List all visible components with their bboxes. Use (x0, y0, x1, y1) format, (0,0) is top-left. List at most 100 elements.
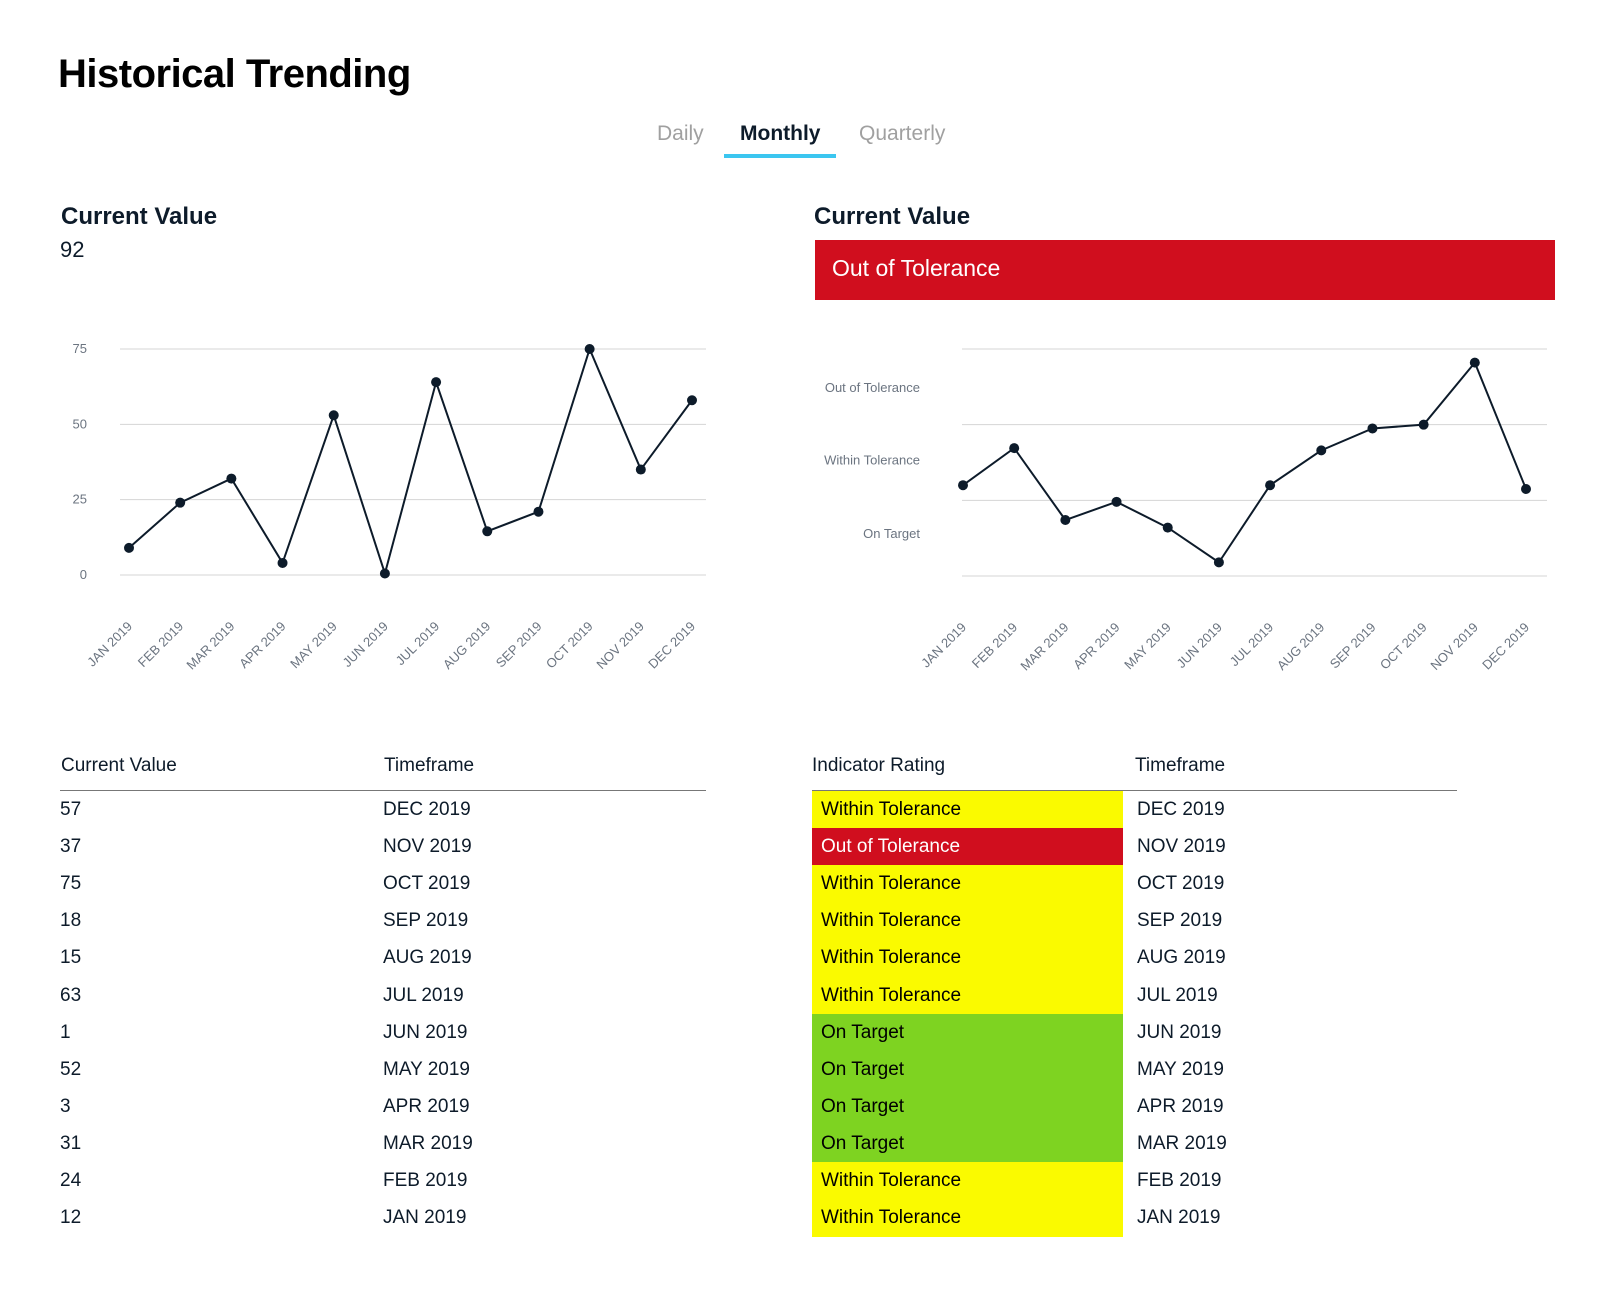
left-row-value: 1 (60, 1021, 71, 1043)
right-row-timeframe: JUL 2019 (1137, 984, 1218, 1006)
left-row-timeframe: JUN 2019 (383, 1021, 468, 1043)
y-tick-label: 50 (73, 416, 87, 431)
series-line (128, 346, 693, 578)
data-point (1418, 419, 1429, 430)
left-row-value: 18 (60, 910, 82, 932)
left-table-header-value: Current Value (61, 755, 177, 776)
right-table-header-timeframe: Timeframe (1135, 755, 1226, 776)
status-banner: Out of Tolerance (815, 240, 1555, 300)
rating-badge: Within Tolerance (812, 865, 1123, 904)
rating-badge: Within Tolerance (812, 976, 1123, 1015)
left-row-timeframe: APR 2019 (383, 1095, 470, 1117)
left-row-value: 52 (60, 1058, 82, 1080)
x-tick-label: FEB 2019 (969, 620, 1020, 671)
data-point (124, 542, 134, 553)
x-tick-label: JAN 2019 (918, 620, 969, 671)
right-row-timeframe: SEP 2019 (1137, 910, 1223, 932)
left-row-value: 3 (60, 1095, 71, 1117)
x-tick-label: MAR 2019 (183, 619, 237, 673)
right-row-timeframe: MAR 2019 (1137, 1132, 1227, 1154)
data-point (226, 473, 237, 484)
right-row-timeframe: FEB 2019 (1137, 1170, 1222, 1191)
left-row-timeframe: JAN 2019 (383, 1207, 467, 1229)
x-tick-label: SEP 2019 (493, 619, 545, 671)
data-point (482, 526, 493, 537)
x-tick-label: JAN 2019 (84, 619, 135, 670)
x-tick-label: NOV 2019 (1427, 620, 1481, 674)
x-tick-label: AUG 2019 (1274, 620, 1328, 674)
rating-badge: Out of Tolerance (812, 828, 1123, 867)
rating-badge: Within Tolerance (812, 939, 1123, 978)
rating-badge: On Target (812, 1124, 1123, 1163)
left-row-timeframe: NOV 2019 (383, 836, 472, 858)
y-tick-label: 75 (73, 341, 87, 356)
left-row-value: 63 (60, 984, 82, 1006)
right-row-timeframe: APR 2019 (1137, 1095, 1224, 1117)
x-tick-label: JUN 2019 (1174, 620, 1225, 671)
y-tick-label: 0 (80, 567, 87, 582)
series-line (962, 360, 1527, 564)
x-tick-label: MAR 2019 (1017, 620, 1071, 674)
right-row-timeframe: MAY 2019 (1137, 1058, 1224, 1080)
y-band-label: Out of Tolerance (825, 380, 920, 395)
rating-badge: On Target (812, 1013, 1123, 1052)
tab-daily[interactable]: Daily (657, 122, 704, 145)
x-tick-label: JUN 2019 (340, 619, 391, 670)
x-tick-label: SEP 2019 (1327, 620, 1379, 672)
x-tick-label: NOV 2019 (593, 619, 647, 673)
x-tick-label: OCT 2019 (543, 619, 596, 672)
rating-badge: On Target (812, 1050, 1123, 1089)
left-row-timeframe: AUG 2019 (383, 947, 472, 969)
x-tick-label: APR 2019 (1070, 620, 1123, 673)
x-tick-label: JUL 2019 (393, 619, 443, 669)
right-row-timeframe: OCT 2019 (1137, 873, 1225, 895)
x-tick-label: APR 2019 (236, 619, 289, 672)
left-row-value: 12 (60, 1207, 82, 1229)
right-row-timeframe: JAN 2019 (1137, 1207, 1221, 1229)
x-tick-label: FEB 2019 (135, 619, 186, 670)
x-tick-label: DEC 2019 (645, 619, 698, 672)
left-row-value: 24 (60, 1170, 82, 1191)
y-tick-label: 25 (73, 492, 87, 507)
tab-monthly[interactable]: Monthly (724, 122, 837, 158)
data-point (1162, 522, 1173, 533)
tab-quarterly[interactable]: Quarterly (859, 122, 946, 145)
data-point (1469, 357, 1480, 368)
data-point (533, 506, 544, 517)
data-point (1009, 443, 1020, 454)
data-point (958, 480, 968, 491)
right-row-timeframe: DEC 2019 (1137, 799, 1225, 820)
left-row-timeframe: OCT 2019 (383, 873, 471, 895)
left-row-timeframe: MAR 2019 (383, 1132, 473, 1154)
data-point (1213, 557, 1224, 568)
left-row-value: 31 (60, 1132, 82, 1154)
data-point (1265, 480, 1276, 491)
left-chart-heading: Current Value (61, 203, 218, 230)
x-tick-label: DEC 2019 (1479, 620, 1532, 673)
data-point (584, 344, 595, 354)
data-point (1521, 483, 1531, 494)
data-point (1111, 496, 1122, 507)
data-point (687, 395, 697, 406)
rating-badge: Within Tolerance (812, 1199, 1123, 1238)
right-row-timeframe: JUN 2019 (1137, 1021, 1222, 1043)
rating-badge: Within Tolerance (812, 791, 1123, 829)
data-point (431, 377, 442, 388)
page-title: Historical Trending (58, 52, 411, 96)
rating-badge: On Target (812, 1087, 1123, 1126)
data-point (1316, 445, 1327, 456)
y-band-label: On Target (863, 526, 920, 541)
data-point (1367, 423, 1378, 434)
left-row-timeframe: FEB 2019 (383, 1170, 468, 1191)
right-table-divider (812, 790, 1457, 791)
data-point (1060, 515, 1071, 526)
data-point (175, 497, 186, 508)
x-tick-label: AUG 2019 (440, 619, 494, 673)
rating-badge: Within Tolerance (812, 1162, 1123, 1200)
x-tick-label: OCT 2019 (1377, 620, 1430, 673)
right-row-timeframe: NOV 2019 (1137, 836, 1226, 858)
right-row-timeframe: AUG 2019 (1137, 947, 1226, 969)
rating-badge: Within Tolerance (812, 902, 1123, 941)
right-chart-heading: Current Value (814, 203, 971, 230)
left-table-header-timeframe: Timeframe (384, 755, 475, 776)
